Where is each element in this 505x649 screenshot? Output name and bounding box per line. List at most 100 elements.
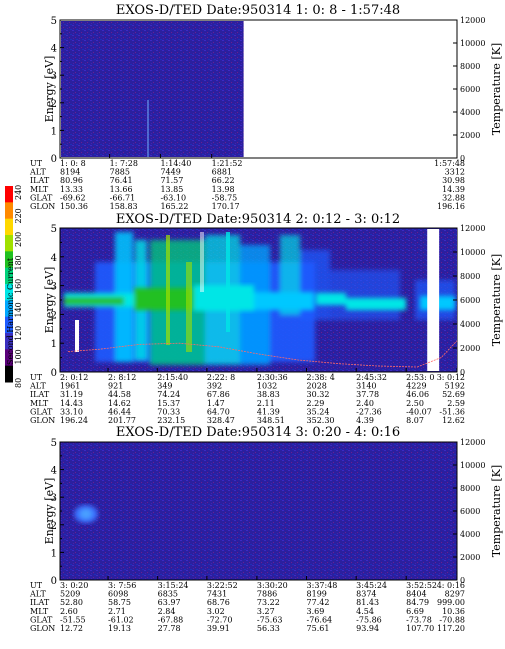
colorbar-tick-label: 220 [14, 208, 23, 223]
y-tick-label: 0 [51, 368, 57, 379]
ephemeris-value: 46.44 [108, 407, 131, 416]
colorbar-swatch [5, 365, 13, 383]
y-tick-label: 5 [51, 438, 57, 449]
ephemeris-value: -61.02 [108, 615, 134, 624]
ephemeris-value: 27.78 [158, 624, 181, 633]
ephemeris-value: 3: 0:12 [437, 373, 465, 382]
ephemeris-value: 35.24 [307, 407, 330, 416]
y2-tick-label: 12000 [460, 224, 485, 233]
ephemeris-value: 2.71 [108, 607, 126, 616]
y2-tick-label: 0 [460, 576, 465, 585]
ephemeris-value: 56.33 [257, 624, 280, 633]
ephemeris-value: 392 [207, 382, 222, 391]
ephemeris-value: 352.30 [307, 416, 335, 425]
ephemeris-value: 2: 0:12 [60, 373, 88, 382]
ephemeris-value: 7885 [110, 168, 130, 177]
y-tick-label: 5 [51, 16, 57, 27]
ephemeris-value: 3:15:24 [158, 581, 189, 590]
y-tick-label: 4 [51, 466, 57, 477]
ephemeris-value: 14.39 [442, 185, 465, 194]
colorbar-tick-label: 120 [14, 326, 23, 341]
ephemeris-value: -66.71 [110, 193, 136, 202]
ephemeris-value: 64.70 [207, 407, 230, 416]
ephemeris-value: 2:38: 4 [307, 373, 335, 382]
ephemeris-row-label: MLT [30, 399, 49, 408]
ephemeris-value: 8297 [445, 590, 465, 599]
ephemeris-value: 3:52:52 [406, 581, 437, 590]
ephemeris-value: -51.55 [60, 615, 86, 624]
ephemeris-value: 3.02 [207, 607, 225, 616]
y2-tick-label: 2000 [460, 344, 480, 353]
ephemeris-value: 2.29 [307, 399, 325, 408]
ephemeris-value: 2:45:32 [356, 373, 387, 382]
ephemeris-row-label: UT [30, 159, 43, 168]
colorbar-swatch [5, 267, 13, 285]
ephemeris-value: 2.40 [356, 399, 374, 408]
panel-1-title: EXOS-D/TED Date:950314 1: 0: 8 - 1:57:48 [116, 3, 400, 18]
ephemeris-value: 7431 [207, 590, 227, 599]
ephemeris-value: 80.96 [60, 176, 83, 185]
colorbar-tick-label: 160 [14, 279, 23, 294]
y-tick-label: 4 [51, 44, 57, 55]
ephemeris-value: 68.76 [207, 598, 230, 607]
y-tick-label: 1 [51, 126, 57, 137]
ephemeris-value: 3140 [356, 382, 376, 391]
y2-tick-label: 0 [460, 368, 465, 377]
ephemeris-value: -67.88 [158, 615, 184, 624]
ephemeris-row-label: ILAT [30, 176, 50, 185]
ephemeris-row-label: ILAT [30, 598, 50, 607]
panel-2-title: EXOS-D/TED Date:950314 2: 0:12 - 3: 0:12 [116, 212, 400, 227]
ephemeris-row-label: ALT [29, 590, 46, 599]
colorbar-tick-label: 100 [14, 349, 23, 364]
y2-tick-label: 6000 [460, 85, 480, 94]
ephemeris-value: 2.59 [447, 399, 465, 408]
panel-3: EXOS-D/TED Date:950314 3: 0:20 - 4: 0:16… [29, 425, 503, 633]
ephemeris-value: 14.43 [60, 399, 83, 408]
ephemeris-value: 13.33 [60, 185, 83, 194]
y-tick-label: 3 [51, 493, 57, 504]
ephemeris-value: 8.07 [406, 416, 424, 425]
ephemeris-value: 117.20 [437, 624, 465, 633]
ephemeris-value: 84.79 [406, 598, 429, 607]
colorbar-swatch [5, 316, 13, 334]
ephemeris-value: 31.19 [60, 390, 83, 399]
panel-3-plot-frame [59, 441, 458, 581]
y2-tick-label: 0 [460, 154, 465, 163]
colorbar-swatch [5, 333, 13, 350]
ephemeris-value: 150.36 [60, 202, 88, 211]
colorbar-tick-label: 240 [14, 185, 23, 200]
ephemeris-value: 5209 [60, 590, 80, 599]
ephemeris-value: 349 [157, 382, 172, 391]
ephemeris-value: 4.54 [356, 607, 374, 616]
ephemeris-value: 70.33 [157, 407, 180, 416]
ephemeris-value: 3: 7:56 [108, 581, 136, 590]
ephemeris-value: 196.24 [60, 416, 88, 425]
ephemeris-value: 1961 [60, 382, 80, 391]
ephemeris-value: 37.78 [356, 390, 379, 399]
ephemeris-value: 3312 [445, 168, 465, 177]
ephemeris-value: 8199 [307, 590, 327, 599]
y-tick-label: 2 [51, 521, 57, 532]
ephemeris-value: 158.83 [110, 202, 138, 211]
ephemeris-value: 2.11 [257, 399, 275, 408]
y-tick-label: 3 [51, 71, 57, 82]
ephemeris-value: 6098 [108, 590, 128, 599]
y-tick-label: 1 [51, 548, 57, 559]
colorbar-label: Second Harmonic Current [6, 257, 15, 365]
ephemeris-value: 19.13 [108, 624, 131, 633]
y2-tick-label: 6000 [460, 296, 480, 305]
ephemeris-value: -27.36 [356, 407, 382, 416]
ephemeris-row-label: MLT [30, 185, 49, 194]
ephemeris-value: 46.06 [406, 390, 429, 399]
y2-tick-label: 10000 [460, 248, 485, 257]
ephemeris-value: 12.72 [60, 624, 83, 633]
ephemeris-value: 13.98 [212, 185, 235, 194]
y-tick-label: 5 [51, 224, 57, 235]
panel-3-title: EXOS-D/TED Date:950314 3: 0:20 - 4: 0:16 [116, 425, 400, 440]
ephemeris-value: 348.51 [257, 416, 285, 425]
ephemeris-value: 201.77 [108, 416, 136, 425]
y2-tick-label: 2000 [460, 131, 480, 140]
colorbar: 240 220 200 180 160 140 120 100 80 [5, 185, 23, 388]
y-tick-label: 2 [51, 99, 57, 110]
